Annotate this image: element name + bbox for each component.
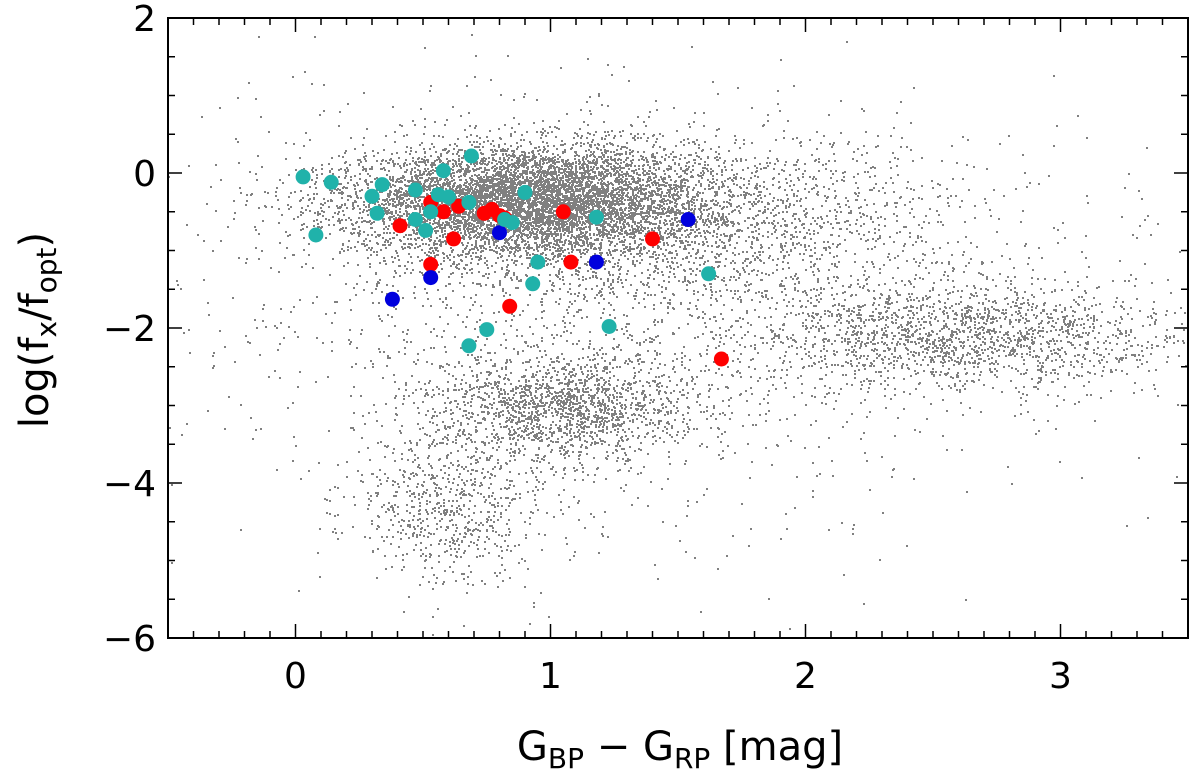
cyan-point: [463, 148, 479, 164]
y-tick-label: −6: [103, 619, 156, 660]
cyan-point: [461, 194, 477, 210]
series-blue: [384, 212, 696, 307]
x-axis-label-mid: − G: [584, 724, 674, 770]
data-series: [295, 148, 729, 367]
cyan-point: [588, 209, 604, 225]
series-cyan: [295, 148, 717, 354]
blue-point: [588, 254, 604, 270]
axis-ticks: [167, 17, 1189, 639]
red-point: [555, 204, 571, 220]
cyan-point: [418, 222, 434, 238]
background-points: [168, 34, 1189, 636]
x-tick-label: 1: [539, 656, 562, 697]
y-axis-label-sub2: opt: [30, 247, 63, 293]
cyan-point: [364, 188, 380, 204]
lower-tail-cloud: [300, 390, 595, 625]
y-tick-label: −4: [103, 464, 156, 505]
cyan-point: [461, 338, 477, 354]
cyan-point: [423, 204, 439, 220]
blue-point: [492, 225, 507, 241]
upper-broad-cloud: [168, 55, 1159, 361]
cyan-point: [369, 205, 385, 221]
y-tick-label: 2: [133, 0, 156, 40]
red-branch-cloud: [533, 247, 1189, 431]
x-axis-label-sub1: BP: [548, 742, 584, 775]
red-point: [563, 254, 579, 270]
y-tick-label: 0: [133, 154, 156, 195]
cyan-point: [295, 169, 311, 185]
blue-point: [680, 212, 696, 227]
y-axis-label-mid: /f: [12, 292, 58, 320]
red-point: [502, 298, 518, 314]
lower-band-cloud: [364, 317, 757, 515]
red-point: [423, 256, 439, 272]
cyan-point: [323, 174, 339, 190]
x-tick-label: 0: [284, 656, 307, 697]
blue-point: [423, 270, 439, 286]
cyan-point: [601, 319, 617, 334]
red-point: [392, 218, 408, 234]
blue-point: [384, 291, 400, 307]
cyan-point: [525, 276, 541, 292]
cyan-point: [530, 254, 546, 270]
cyan-point: [441, 189, 456, 205]
red-point: [713, 351, 729, 367]
x-tick-label: 3: [1049, 656, 1072, 697]
tick-labels: 0 1 2 3 −6 −4 −2 0 2: [103, 0, 1072, 697]
red-point: [645, 231, 660, 247]
red-point: [435, 204, 451, 220]
x-axis-label-base: G: [517, 724, 548, 770]
y-tick-label: −2: [103, 309, 156, 350]
cyan-point: [308, 227, 324, 243]
y-axis-label-pre: log(f: [12, 337, 58, 429]
x-tick-label: 2: [794, 656, 817, 697]
cyan-point: [374, 177, 390, 193]
red-point: [446, 231, 462, 247]
y-axis-label-sub1: x: [30, 321, 63, 338]
y-axis-label-post: ): [12, 232, 58, 248]
cyan-point: [701, 266, 717, 282]
cyan-point: [504, 215, 520, 231]
cyan-point: [435, 163, 451, 179]
y-axis-label: log(fx/fopt): [12, 232, 63, 428]
x-axis-label-unit: [mag]: [710, 724, 843, 770]
x-axis-label-sub2: RP: [674, 742, 710, 775]
cyan-point: [407, 182, 423, 198]
cyan-point: [407, 212, 423, 227]
x-axis-label: GBP − GRP [mag]: [517, 724, 843, 775]
cyan-point: [479, 322, 495, 338]
cyan-point: [517, 184, 533, 200]
